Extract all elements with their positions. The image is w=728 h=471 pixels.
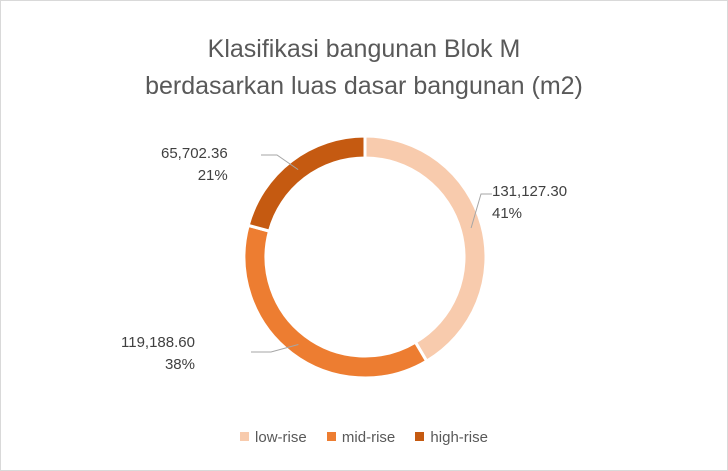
- legend-label-low-rise: low-rise: [255, 429, 307, 446]
- chart-title-line-2: berdasarkan luas dasar bangunan (m2): [145, 72, 583, 100]
- legend-item-mid-rise[interactable]: mid-rise: [326, 429, 396, 446]
- leader-line-high-rise: [261, 154, 299, 171]
- leader-line-low-rise: [470, 193, 492, 229]
- legend-label-mid-rise: mid-rise: [341, 429, 396, 446]
- data-label-mid-rise: 119,188.60 38%: [121, 332, 195, 376]
- legend-swatch-mid-rise: [326, 432, 336, 441]
- legend-swatch-high-rise: [415, 432, 425, 441]
- data-label-high-rise-value: 65,702.36: [161, 145, 228, 162]
- data-label-mid-rise-percent: 38%: [164, 356, 195, 373]
- legend-item-low-rise[interactable]: low-rise: [240, 429, 307, 446]
- data-label-low-rise-percent: 41%: [492, 205, 523, 222]
- data-label-low-rise: 131,127.30 41%: [492, 181, 567, 225]
- donut-slice-low-rise[interactable]: [363, 134, 488, 364]
- data-label-high-rise: 65,702.36 21%: [161, 143, 228, 187]
- leader-line-mid-rise: [251, 344, 299, 353]
- data-label-low-rise-value: 131,127.30: [492, 183, 568, 200]
- legend-label-high-rise: high-rise: [430, 429, 488, 446]
- chart-title: Klasifikasi bangunan Blok M berdasarkan …: [1, 31, 727, 105]
- legend-item-high-rise[interactable]: high-rise: [415, 429, 488, 446]
- legend: low-rise mid-rise high-rise: [1, 429, 727, 446]
- donut-slice-high-rise[interactable]: [246, 134, 367, 233]
- chart-title-line-1: Klasifikasi bangunan Blok M: [207, 35, 521, 63]
- data-label-mid-rise-value: 119,188.60: [121, 334, 195, 351]
- legend-swatch-low-rise: [240, 432, 250, 441]
- donut-slice-mid-rise[interactable]: [242, 223, 429, 380]
- data-label-high-rise-percent: 21%: [197, 167, 228, 184]
